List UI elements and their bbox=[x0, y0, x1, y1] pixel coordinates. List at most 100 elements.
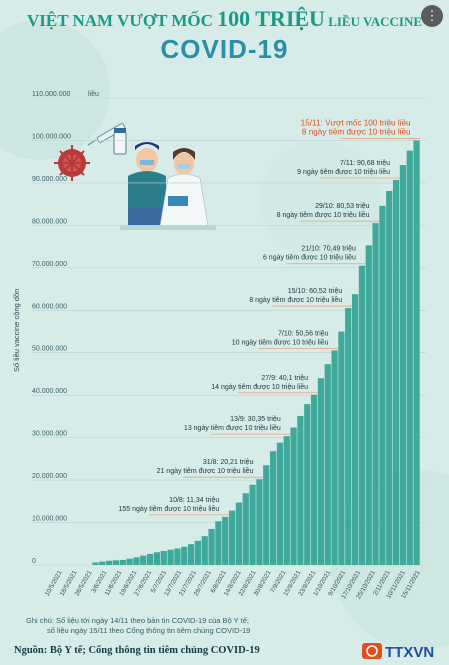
bar bbox=[290, 427, 297, 565]
milestone-value-label: 21/10: 70,49 triệu bbox=[301, 246, 356, 253]
title-line-2: COVID-19 bbox=[160, 34, 289, 64]
y-axis-label: Số liều vaccine cộng dồn bbox=[12, 288, 21, 372]
y-tick-label: 20.000.000 bbox=[32, 473, 67, 480]
bar bbox=[187, 544, 195, 565]
bar bbox=[153, 552, 161, 565]
bar bbox=[263, 465, 270, 565]
bar bbox=[99, 561, 106, 565]
ellipsis-icon: ⋮ bbox=[425, 8, 439, 23]
bar bbox=[167, 549, 174, 565]
bar bbox=[119, 559, 126, 565]
milestone-duration-label: 13 ngày tiêm được 10 triệu liều bbox=[184, 423, 281, 432]
y-tick-label: 110.000.000 bbox=[32, 91, 71, 98]
title-part-1: VIỆT NAM VƯỢT MỐC bbox=[26, 11, 218, 30]
bar bbox=[181, 546, 188, 565]
milestone-value-label: 13/9: 30,35 triệu bbox=[230, 416, 281, 423]
y-tick-label: 70.000.000 bbox=[32, 261, 67, 268]
milestone-duration-label: 8 ngày tiêm được 10 triệu liều bbox=[302, 127, 411, 136]
bar bbox=[208, 528, 215, 565]
milestone-duration-label: 8 ngày tiêm được 10 triệu liều bbox=[249, 295, 342, 304]
bar bbox=[392, 180, 400, 565]
milestone-duration-label: 8 ngày tiêm được 10 triệu liều bbox=[277, 210, 370, 219]
bar bbox=[351, 294, 359, 565]
bar bbox=[194, 540, 202, 565]
bar bbox=[372, 223, 379, 566]
milestone-value-label: 31/8: 20,21 triệu bbox=[203, 459, 254, 466]
bar bbox=[331, 350, 338, 565]
logo-text: TTXVN bbox=[385, 644, 434, 661]
bar bbox=[228, 510, 236, 565]
milestone-value-label: 10/8: 11,34 triệu bbox=[169, 497, 219, 504]
bar bbox=[242, 493, 249, 565]
bar bbox=[201, 536, 208, 565]
milestone-duration-label: 21 ngày tiêm được 10 triệu liều bbox=[157, 466, 254, 475]
bar bbox=[304, 404, 311, 565]
more-options-button[interactable]: ⋮ bbox=[421, 5, 443, 27]
y-tick-label: 60.000.000 bbox=[32, 303, 67, 310]
y-tick-label: 40.000.000 bbox=[32, 388, 67, 395]
bar bbox=[276, 442, 284, 565]
milestone-value-label: 7/10: 50,56 triệu bbox=[278, 330, 329, 337]
milestone-duration-label: 14 ngày tiêm được 10 triệu liều bbox=[211, 382, 308, 391]
y-tick-label: 0 bbox=[32, 558, 36, 565]
bar bbox=[140, 555, 147, 565]
footnote: Ghi chú: Số liệu tới ngày 14/11 theo bản… bbox=[26, 616, 250, 636]
bar bbox=[338, 331, 345, 565]
y-tick-label: 50.000.000 bbox=[32, 346, 67, 353]
milestone-value-label: 29/10: 80,53 triệu bbox=[315, 203, 370, 210]
bar bbox=[112, 560, 120, 565]
vaccine-vial-icon bbox=[113, 128, 127, 155]
milestone-duration-label: 155 ngày tiêm được 10 triệu liều bbox=[119, 504, 220, 513]
bar bbox=[324, 364, 331, 565]
bar bbox=[235, 502, 243, 565]
milestone-duration-label: 9 ngày tiêm được 10 triệu liều bbox=[297, 167, 390, 176]
bar bbox=[379, 205, 386, 566]
bar bbox=[283, 436, 290, 565]
bar bbox=[133, 557, 140, 565]
footnote-line-1: Ghi chú: Số liệu tới ngày 14/11 theo bản… bbox=[26, 616, 249, 625]
y-tick-label: 30.000.000 bbox=[32, 431, 67, 438]
title-part-2: 100 TRIỆU bbox=[217, 6, 325, 31]
virus-icon bbox=[54, 145, 90, 181]
bar bbox=[365, 245, 372, 566]
chart-bars bbox=[92, 140, 420, 566]
y-tick-label: 100.000.000 bbox=[32, 133, 71, 140]
milestone-duration-label: 6 ngày tiêm được 10 triệu liều bbox=[263, 253, 356, 262]
milestone-value-label: 15/10: 60,52 triệu bbox=[288, 288, 343, 295]
bar bbox=[345, 308, 352, 565]
floor-shadow bbox=[120, 225, 216, 230]
milestone-duration-label: 10 ngày tiêm được 10 triệu liều bbox=[232, 337, 329, 346]
milestone-value-label: 7/11: 90,68 triệu bbox=[340, 160, 390, 167]
bar bbox=[215, 521, 222, 565]
y-axis-ticks: 0 10.000.000 20.000.000 30.000.000 40.000.00… bbox=[32, 89, 99, 565]
bar bbox=[297, 415, 304, 565]
title-part-3: LIỀU VACCINE bbox=[324, 14, 423, 29]
ttxvn-logo: TTXVN bbox=[362, 643, 434, 661]
y-tick-label: 80.000.000 bbox=[32, 218, 67, 225]
bar bbox=[249, 484, 256, 565]
x-axis-ticks: 10/5/202118/5/202126/5/20213/6/202111/6/… bbox=[44, 569, 422, 600]
bar bbox=[317, 378, 325, 565]
bar bbox=[126, 558, 133, 565]
y-unit-label: liều bbox=[88, 89, 99, 98]
bar bbox=[256, 479, 263, 565]
milestone-value-label: 27/9: 40,1 triệu bbox=[261, 375, 308, 382]
patient-figure bbox=[128, 142, 168, 228]
bar bbox=[310, 394, 318, 565]
y-tick-label: 90.000.000 bbox=[32, 176, 67, 183]
bar bbox=[406, 150, 413, 566]
bar bbox=[105, 560, 113, 565]
bar bbox=[269, 451, 277, 565]
bar bbox=[160, 550, 167, 565]
bar bbox=[386, 190, 393, 565]
bar bbox=[174, 548, 181, 565]
footnote-line-2: số liệu ngày 15/11 theo Cổng thông tin t… bbox=[47, 626, 251, 635]
nurse-figure bbox=[159, 148, 209, 227]
bar bbox=[222, 516, 229, 565]
y-tick-label: 10.000.000 bbox=[32, 516, 67, 523]
source-text: Nguồn: Bộ Y tế; Cổng thông tin tiêm chủn… bbox=[14, 645, 260, 656]
milestone-value-label: 15/11: Vượt mốc 100 triệu liều bbox=[301, 118, 411, 127]
bar bbox=[399, 165, 407, 565]
